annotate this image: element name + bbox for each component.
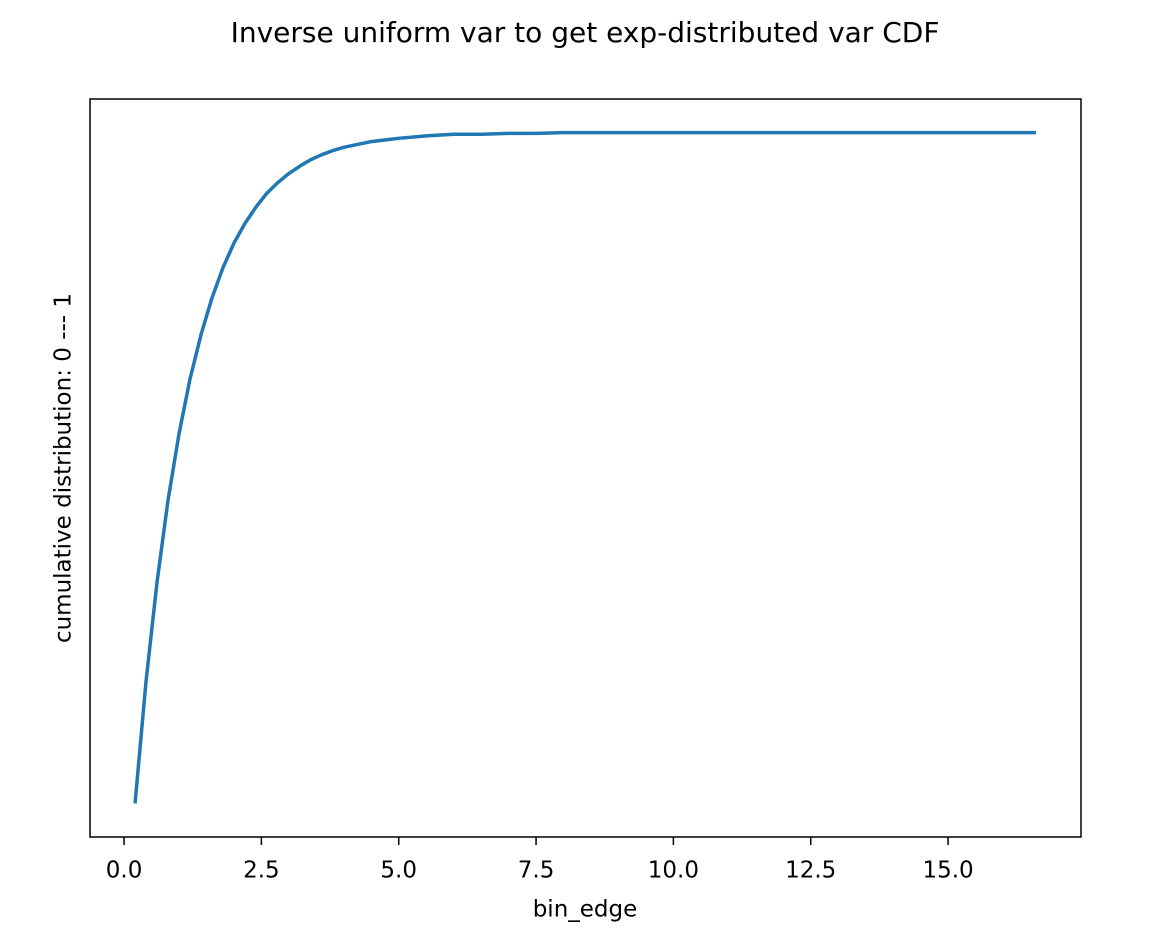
plot-frame [89,98,1082,838]
x-tick-label: 7.5 [518,858,555,884]
chart-title: Inverse uniform var to get exp-distribut… [231,16,940,49]
x-tick-label: 2.5 [243,858,280,884]
x-tick-label: 0.0 [106,858,143,884]
data-line [133,130,1036,804]
x-tick-label: 10.0 [648,858,699,884]
x-axis-label: bin_edge [533,897,638,923]
x-tick-label: 15.0 [922,858,973,884]
x-tick-label: 12.5 [785,858,836,884]
x-tick-label: 5.0 [380,858,417,884]
y-axis-label: cumulative distribution: 0 --- 1 [51,293,77,643]
